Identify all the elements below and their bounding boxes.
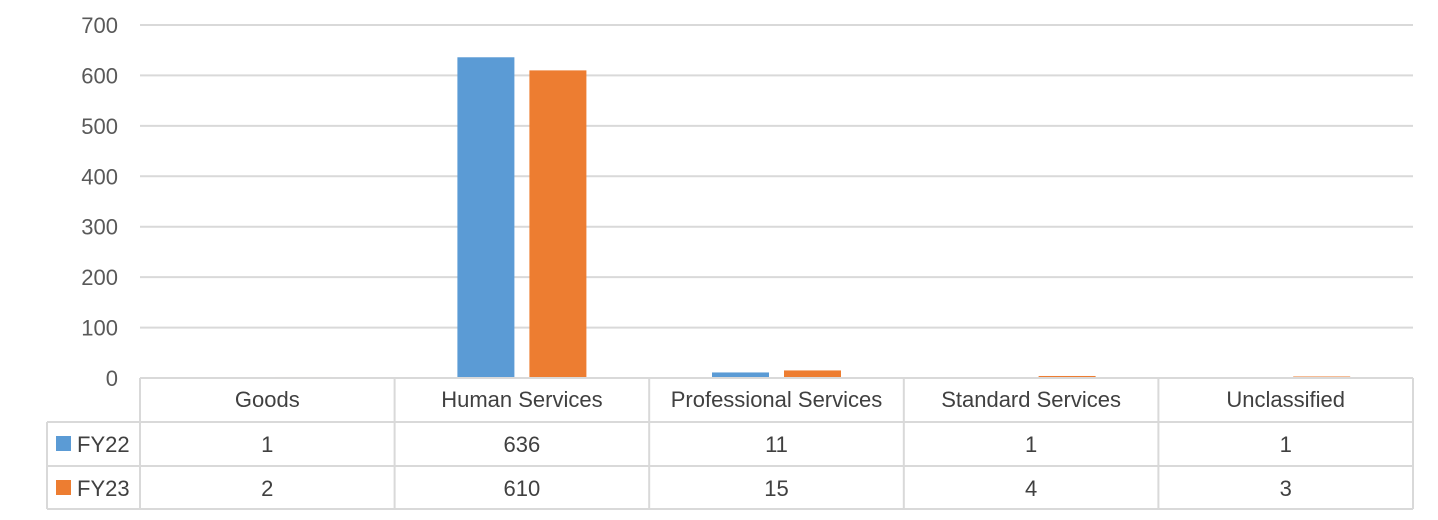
bar <box>529 70 587 378</box>
data-value: 3 <box>1280 476 1292 501</box>
bar <box>712 372 769 378</box>
category-label: Human Services <box>441 387 602 412</box>
y-tick-label: 700 <box>81 13 118 38</box>
y-tick-label: 200 <box>81 265 118 290</box>
bar <box>784 370 841 378</box>
data-value: 1 <box>1025 432 1037 457</box>
legend-label: FY23 <box>77 476 130 501</box>
y-tick-label: 100 <box>81 316 118 341</box>
y-tick-label: 600 <box>81 63 118 88</box>
y-tick-label: 300 <box>81 215 118 240</box>
legend-key <box>56 480 71 495</box>
data-value: 11 <box>765 432 788 457</box>
category-label: Standard Services <box>941 387 1121 412</box>
y-tick-label: 400 <box>81 164 118 189</box>
data-value: 4 <box>1025 476 1037 501</box>
data-table: Goods Human Services Professional Services… <box>46 377 1414 510</box>
gridlines <box>140 24 1413 329</box>
data-value: 15 <box>764 476 788 501</box>
bar <box>1038 375 1096 378</box>
data-value: 1 <box>1280 432 1292 457</box>
category-label: Professional Services <box>671 387 883 412</box>
bars <box>202 57 1351 378</box>
legend-label: FY22 <box>77 432 130 457</box>
y-tick-label: 500 <box>81 114 118 139</box>
legend-key <box>56 436 71 451</box>
category-label: Goods <box>235 387 300 412</box>
data-value: 636 <box>504 432 541 457</box>
bar <box>457 57 515 378</box>
category-label: Unclassified <box>1226 387 1345 412</box>
data-value: 610 <box>504 476 541 501</box>
data-value: 2 <box>261 476 273 501</box>
y-tick-label: 0 <box>106 366 118 391</box>
y-axis-ticks: 0 100 200 300 400 500 600 700 <box>81 13 118 391</box>
data-value: 1 <box>261 432 273 457</box>
